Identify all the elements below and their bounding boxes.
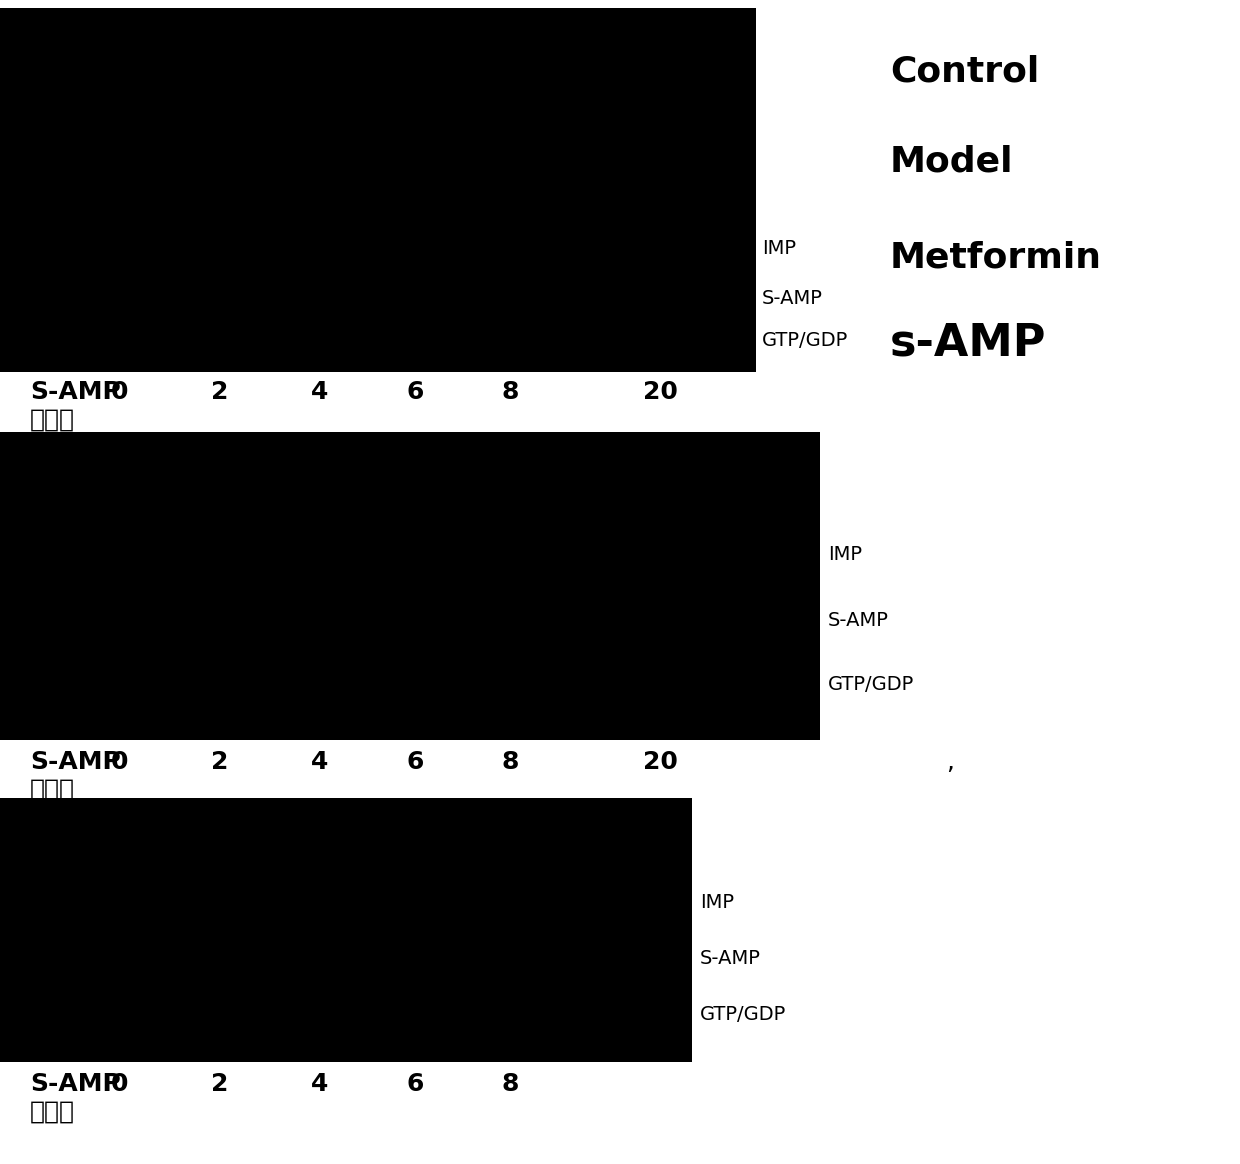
Text: 0: 0 [112,1072,129,1096]
Text: 0: 0 [112,379,129,404]
Text: 2: 2 [211,379,228,404]
Text: 标准品: 标准品 [30,778,74,802]
Text: S-AMP: S-AMP [763,289,823,307]
Text: 4: 4 [311,379,329,404]
Text: IMP: IMP [828,546,862,565]
Text: GTP/GDP: GTP/GDP [763,331,848,349]
Text: 8: 8 [501,1072,518,1096]
Text: s-AMP: s-AMP [890,322,1047,365]
Text: IMP: IMP [701,894,734,913]
Text: 8: 8 [501,379,518,404]
Text: 6: 6 [407,750,424,774]
Text: IMP: IMP [763,239,796,257]
Text: S-AMP: S-AMP [828,610,889,630]
Bar [0,799,692,1062]
Text: ,: , [946,750,954,774]
Text: 0: 0 [112,750,129,774]
Text: Model: Model [890,146,1013,179]
Text: 20: 20 [642,379,677,404]
Text: GTP/GDP: GTP/GDP [701,1006,786,1024]
Text: 20: 20 [642,750,677,774]
Text: 6: 6 [407,379,424,404]
Text: GTP/GDP: GTP/GDP [828,675,914,695]
Text: 2: 2 [211,1072,228,1096]
Text: Control: Control [890,55,1039,88]
Text: 4: 4 [311,1072,329,1096]
Text: 4: 4 [311,750,329,774]
Text: 标准品: 标准品 [30,409,74,432]
Text: 6: 6 [407,1072,424,1096]
Bar [0,8,756,372]
Text: S-AMP: S-AMP [701,949,761,967]
Text: S-AMP: S-AMP [30,1072,120,1096]
Text: 8: 8 [501,750,518,774]
Text: Metformin: Metformin [890,240,1102,274]
Bar [0,432,820,740]
Text: S-AMP: S-AMP [30,750,120,774]
Text: 标准品: 标准品 [30,1100,74,1124]
Text: S-AMP: S-AMP [30,379,120,404]
Text: 2: 2 [211,750,228,774]
